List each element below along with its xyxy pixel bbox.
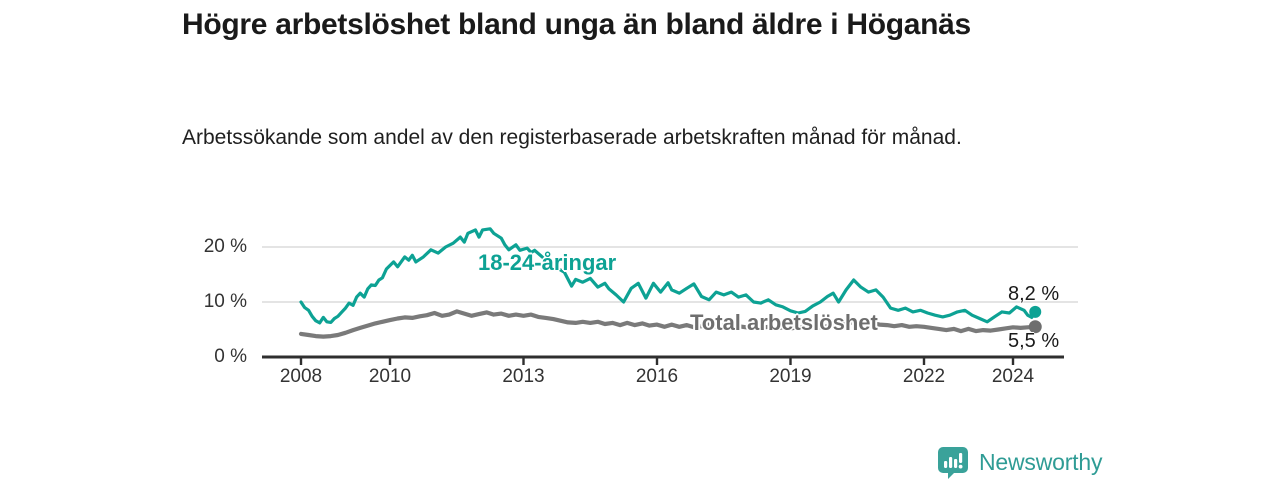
x-axis-tick-label-2010: 2010 (368, 366, 412, 387)
y-axis-tick-label-10: 10 % (203, 291, 247, 312)
newsworthy-logo: Newsworthy (936, 445, 1102, 479)
brand-name: Newsworthy (979, 448, 1103, 475)
end-dot-total (1028, 320, 1042, 334)
series-label-young: 18-24-åringar (478, 250, 617, 275)
x-axis-tick-label-2008: 2008 (279, 366, 323, 387)
x-axis-tick-label-2022: 2022 (902, 366, 946, 387)
y-axis-tick-label-20: 20 % (203, 236, 247, 257)
y-axis-tick-label-0: 0 % (214, 346, 247, 367)
bar-chart-speech-bubble-icon (938, 447, 968, 479)
x-axis-tick-label-2019: 2019 (769, 366, 812, 387)
end-dot-young (1029, 305, 1042, 318)
x-axis-tick-label-2013: 2013 (502, 366, 545, 387)
series-line-young (299, 227, 1037, 325)
series-line-total (298, 309, 1038, 339)
end-value-label-total: 5,5 % (1008, 330, 1060, 352)
chart-subtitle: Arbetssökande som andel av den registerb… (182, 126, 962, 149)
x-axis-tick-label-2024: 2024 (991, 366, 1035, 387)
series-label-total: Total arbetslöshet (690, 310, 878, 335)
x-axis-tick-label-2016: 2016 (635, 366, 679, 387)
end-value-label-young: 8,2 % (1008, 283, 1060, 305)
page-title: Högre arbetslöshet bland unga än bland ä… (182, 8, 971, 41)
